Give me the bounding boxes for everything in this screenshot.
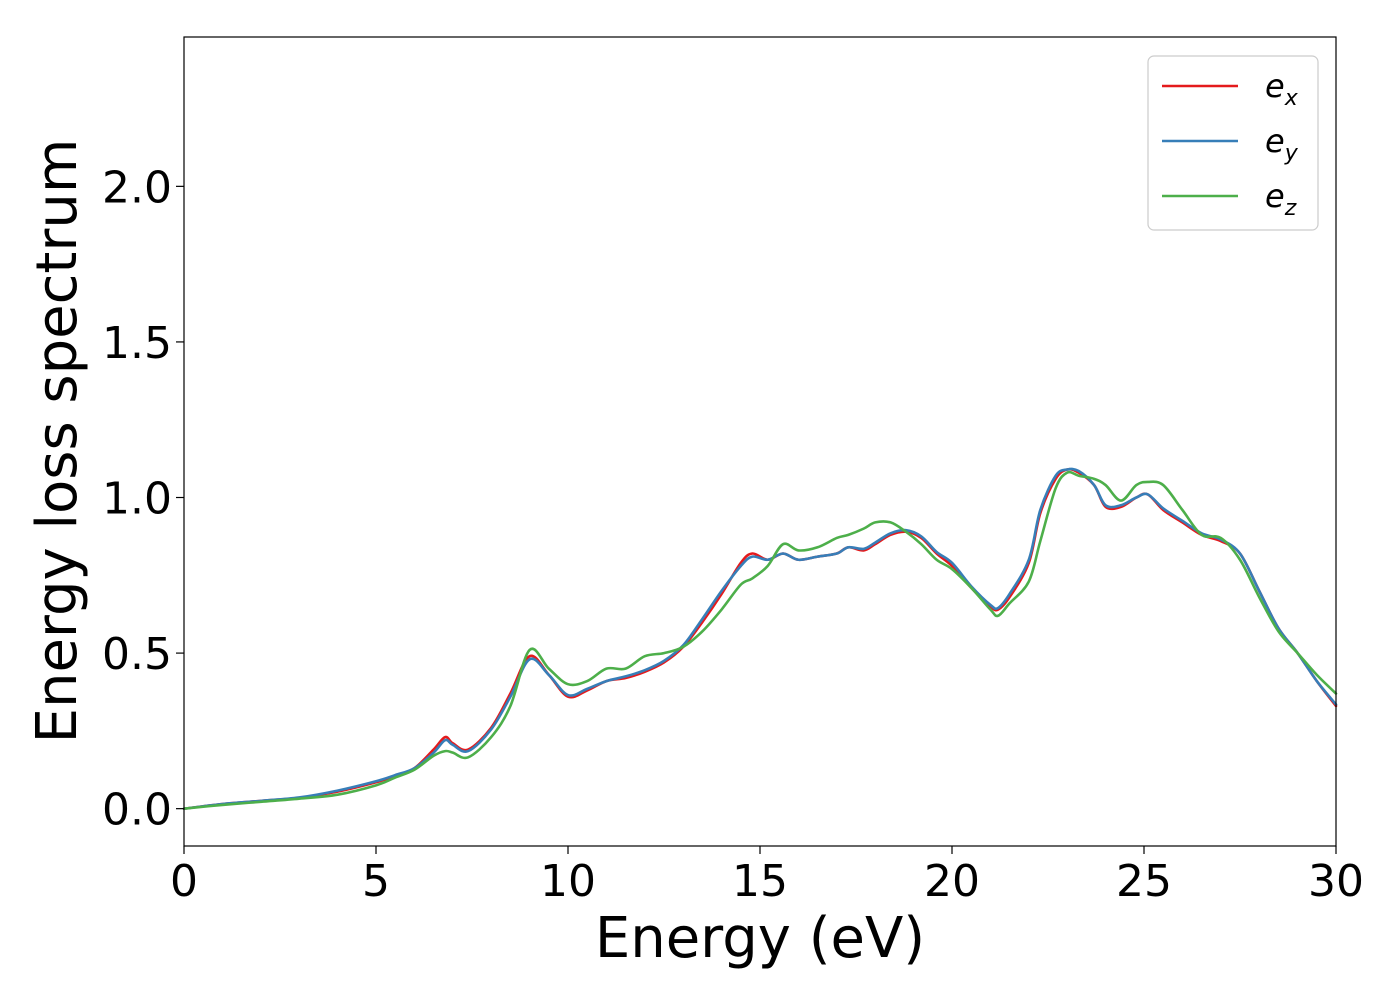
y-tick-label: 1.5	[102, 318, 172, 369]
legend-label-base: e	[1265, 67, 1285, 105]
x-tick-label: 10	[540, 856, 596, 907]
y-axis-label: Energy loss spectrum	[25, 139, 90, 744]
legend-label-base: e	[1265, 177, 1285, 215]
x-tick-label: 20	[924, 856, 980, 907]
legend-label-x: ex	[1265, 67, 1299, 111]
x-tick-label: 25	[1116, 856, 1172, 907]
legend-label-subscript: x	[1284, 86, 1299, 111]
y-tick-label: 0.0	[102, 785, 172, 836]
series-line-y	[182, 467, 1338, 810]
x-axis-label: Energy (eV)	[595, 906, 925, 971]
legend-label-z: ez	[1265, 177, 1297, 221]
ticks-layer: 0 5 10 15 20 25 30 0.0 0.5 1.0 1.5 2.0	[102, 162, 1364, 907]
x-tick-label: 30	[1308, 856, 1364, 907]
y-tick-label: 0.5	[102, 629, 172, 680]
legend-label-base: e	[1265, 122, 1285, 160]
x-tick-label: 15	[732, 856, 788, 907]
series-line-z	[182, 470, 1338, 810]
y-tick-label: 2.0	[102, 162, 172, 213]
y-tick-label: 1.0	[102, 474, 172, 525]
legend-label-subscript: z	[1284, 196, 1297, 221]
legend-label-y: ey	[1265, 122, 1299, 166]
x-tick-label: 5	[362, 856, 390, 907]
legend-box	[1147, 55, 1319, 231]
series-layer	[182, 467, 1338, 810]
legend-label-subscript: y	[1284, 141, 1299, 166]
x-tick-label: 0	[170, 856, 198, 907]
